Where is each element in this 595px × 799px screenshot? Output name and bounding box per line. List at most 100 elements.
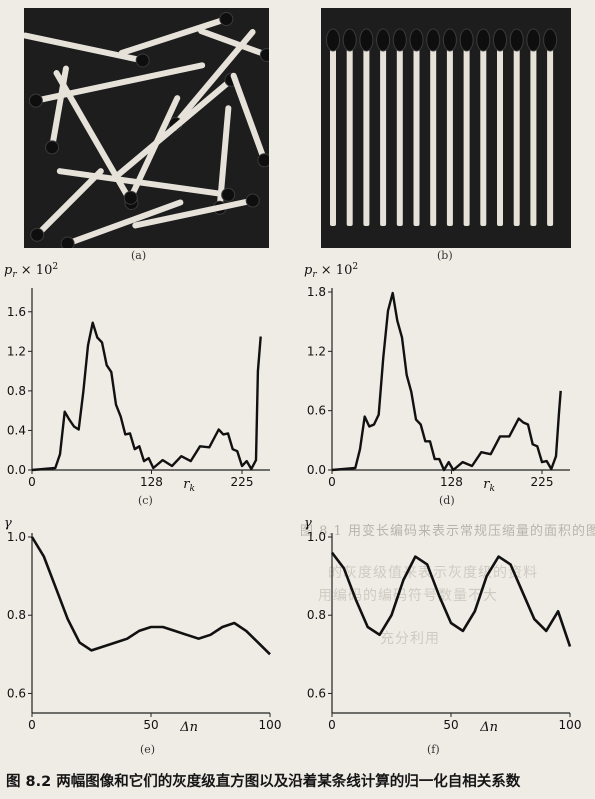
match-head xyxy=(245,193,260,208)
match-stick xyxy=(34,168,104,238)
x-tick-label: 0 xyxy=(28,718,36,732)
panel-label-e: (e) xyxy=(140,743,156,756)
bleed-text: 用编码的编码符号数量不大 xyxy=(318,588,498,604)
match-head xyxy=(543,28,558,52)
x-tick-label: 225 xyxy=(231,475,254,489)
match-stick xyxy=(198,28,269,58)
match-stick xyxy=(547,46,554,226)
y-tick-label: 0.6 xyxy=(307,404,326,418)
y-tick-label: 0.8 xyxy=(307,608,326,622)
match-head xyxy=(326,28,340,52)
match-stick xyxy=(430,46,437,226)
match-stick xyxy=(24,32,146,64)
y-tick-label: 0.8 xyxy=(7,384,26,398)
x-tick-label: 50 xyxy=(143,718,158,732)
match-stick xyxy=(480,46,487,226)
x-tick-label: 0 xyxy=(28,475,36,489)
match-head xyxy=(342,28,357,52)
x-axis-title: rk xyxy=(183,477,195,494)
match-stick xyxy=(330,46,336,226)
match-stick xyxy=(56,168,232,198)
match-stick xyxy=(363,46,370,226)
y-tick-label: 1.2 xyxy=(7,344,26,358)
data-series-line xyxy=(330,551,572,647)
panel-label-d: (d) xyxy=(439,494,455,507)
match-head xyxy=(509,28,524,52)
panel-label-a: (a) xyxy=(131,249,147,262)
match-head xyxy=(257,153,269,168)
match-stick xyxy=(380,46,387,226)
match-head xyxy=(219,12,234,27)
y-axis-title: pr × 102 xyxy=(304,262,358,280)
match-head xyxy=(45,140,60,155)
match-stick xyxy=(497,46,503,226)
y-tick-label: 1.0 xyxy=(7,530,26,544)
match-stick xyxy=(346,46,353,226)
match-head xyxy=(60,236,75,248)
y-axis-title: γ xyxy=(304,516,312,531)
panel-label-b: (b) xyxy=(437,249,453,262)
y-tick-label: 0.0 xyxy=(307,463,326,477)
match-stick xyxy=(118,16,230,56)
y-tick-label: 1.8 xyxy=(307,285,326,299)
y-tick-label: 0.0 xyxy=(7,463,26,477)
match-stick xyxy=(396,46,403,226)
match-head xyxy=(392,28,407,52)
y-tick-label: 0.4 xyxy=(7,423,26,437)
y-tick-label: 1.0 xyxy=(307,530,326,544)
data-series-line xyxy=(331,291,562,472)
y-tick-label: 0.8 xyxy=(7,608,26,622)
match-head xyxy=(221,187,236,202)
match-head xyxy=(409,28,424,52)
match-stick xyxy=(413,46,420,226)
match-stick xyxy=(132,197,256,229)
match-head xyxy=(476,28,491,52)
y-axis-title: γ xyxy=(4,516,12,531)
y-tick-label: 1.2 xyxy=(307,344,326,358)
match-head xyxy=(459,28,474,52)
match-head xyxy=(426,28,441,52)
match-stick xyxy=(513,46,520,226)
x-tick-label: 0 xyxy=(328,718,336,732)
bleed-text: 图 8.1 用变长编码来表示常规压缩量的面积的图示 xyxy=(300,524,595,539)
bleed-text: 充分利用 xyxy=(380,631,440,647)
panel-label-c: (c) xyxy=(138,494,153,507)
match-stick xyxy=(446,46,453,226)
figure-caption: 图 8.2 两幅图像和它们的灰度级直方图以及沿着某条线计算的归一化自相关系数 xyxy=(6,774,521,790)
match-head xyxy=(123,190,138,205)
match-head xyxy=(442,28,457,52)
y-tick-label: 1.6 xyxy=(7,305,26,319)
x-axis-title: Δn xyxy=(479,720,498,735)
match-head xyxy=(376,28,391,52)
bleed-text: 的灰度级值来表示灰度级的资料 xyxy=(328,565,538,581)
match-head xyxy=(359,28,374,52)
x-tick-label: 128 xyxy=(140,475,163,489)
match-stick xyxy=(230,72,268,164)
match-head xyxy=(259,47,269,62)
match-stick xyxy=(463,46,470,226)
match-head xyxy=(493,28,507,52)
x-tick-label: 100 xyxy=(259,718,282,732)
match-head xyxy=(28,93,43,108)
autocorrelation-chart-e: 0.6 0.8 1.0 0 50 100 γ Δn xyxy=(4,516,282,735)
match-stick xyxy=(113,76,235,180)
match-head xyxy=(30,227,45,242)
match-head xyxy=(526,28,541,52)
aligned-matches-photo xyxy=(321,8,571,248)
y-tick-label: 0.6 xyxy=(7,686,26,700)
match-head xyxy=(135,53,150,68)
data-series-line xyxy=(31,321,262,472)
autocorrelation-chart-f: 0.6 0.8 1.0 0 50 100 γ Δn xyxy=(304,516,581,735)
y-axis-title: pr × 102 xyxy=(4,262,58,280)
histogram-chart-c: 0.0 0.4 0.8 1.2 1.6 0 128 225 pr × 102 rk xyxy=(4,262,270,494)
scattered-matches-photo xyxy=(24,8,269,248)
x-axis-title: rk xyxy=(483,477,495,494)
x-tick-label: 0 xyxy=(328,475,336,489)
x-axis-title: Δn xyxy=(179,720,198,735)
panel-label-f: (f) xyxy=(427,743,440,756)
match-stick xyxy=(530,46,537,226)
match-stick xyxy=(53,70,135,206)
data-series-line xyxy=(30,536,271,656)
x-tick-label: 128 xyxy=(440,475,463,489)
match-stick xyxy=(64,199,184,247)
